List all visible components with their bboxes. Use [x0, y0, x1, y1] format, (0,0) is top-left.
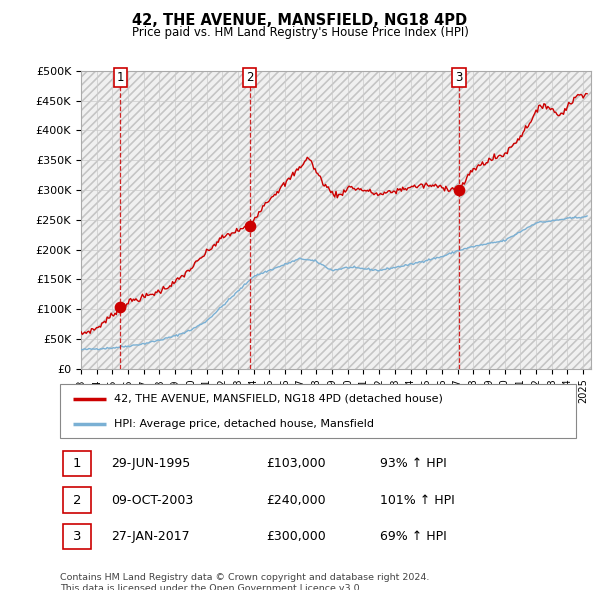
Point — [115, 303, 125, 312]
Text: 93% ↑ HPI: 93% ↑ HPI — [380, 457, 446, 470]
Text: £240,000: £240,000 — [266, 493, 326, 507]
Text: 1: 1 — [116, 71, 124, 84]
Text: £300,000: £300,000 — [266, 530, 326, 543]
Text: Price paid vs. HM Land Registry's House Price Index (HPI): Price paid vs. HM Land Registry's House … — [131, 26, 469, 39]
Text: 101% ↑ HPI: 101% ↑ HPI — [380, 493, 455, 507]
Text: 3: 3 — [73, 530, 81, 543]
Text: 42, THE AVENUE, MANSFIELD, NG18 4PD: 42, THE AVENUE, MANSFIELD, NG18 4PD — [133, 13, 467, 28]
Point — [245, 221, 254, 231]
FancyBboxPatch shape — [62, 451, 91, 476]
Text: Contains HM Land Registry data © Crown copyright and database right 2024.: Contains HM Land Registry data © Crown c… — [60, 573, 430, 582]
Text: 69% ↑ HPI: 69% ↑ HPI — [380, 530, 446, 543]
Text: 27-JAN-2017: 27-JAN-2017 — [112, 530, 190, 543]
Text: 09-OCT-2003: 09-OCT-2003 — [112, 493, 194, 507]
Text: 3: 3 — [455, 71, 463, 84]
Text: £103,000: £103,000 — [266, 457, 326, 470]
Point — [454, 185, 464, 195]
Text: 2: 2 — [246, 71, 253, 84]
Text: HPI: Average price, detached house, Mansfield: HPI: Average price, detached house, Mans… — [114, 419, 374, 429]
Text: 29-JUN-1995: 29-JUN-1995 — [112, 457, 191, 470]
FancyBboxPatch shape — [60, 384, 576, 438]
Text: 2: 2 — [73, 493, 81, 507]
FancyBboxPatch shape — [62, 524, 91, 549]
Text: This data is licensed under the Open Government Licence v3.0.: This data is licensed under the Open Gov… — [60, 584, 362, 590]
Text: 42, THE AVENUE, MANSFIELD, NG18 4PD (detached house): 42, THE AVENUE, MANSFIELD, NG18 4PD (det… — [114, 394, 443, 404]
Text: 1: 1 — [73, 457, 81, 470]
FancyBboxPatch shape — [62, 487, 91, 513]
